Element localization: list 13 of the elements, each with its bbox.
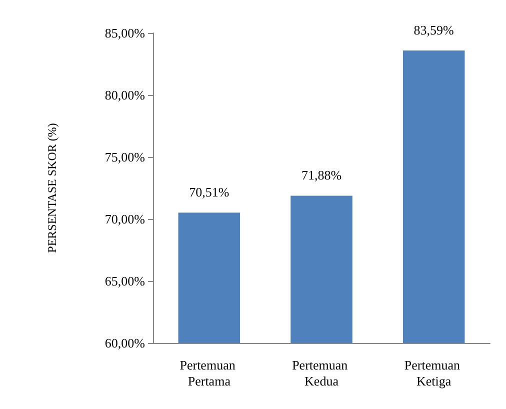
y-tick-label: 65,00% <box>104 274 146 288</box>
y-tick-label: 70,00% <box>104 212 146 226</box>
x-tick-label: Pertemuan Ketiga <box>404 358 464 388</box>
data-label: 70,51% <box>189 184 230 200</box>
y-axis-title: PERSENTASE SKOR (%) <box>45 123 59 253</box>
y-tick-label: 80,00% <box>104 88 146 102</box>
y-tick-label: 60,00% <box>104 336 146 350</box>
x-tick-label: Pertemuan Pertama <box>180 358 239 388</box>
data-label: 71,88% <box>301 168 342 183</box>
data-label: 83,59% <box>414 22 454 38</box>
y-tick-label: 75,00% <box>104 150 146 164</box>
x-tick-label: Pertemuan Kedua <box>292 358 351 388</box>
y-tick-label: 85,00% <box>104 26 146 40</box>
